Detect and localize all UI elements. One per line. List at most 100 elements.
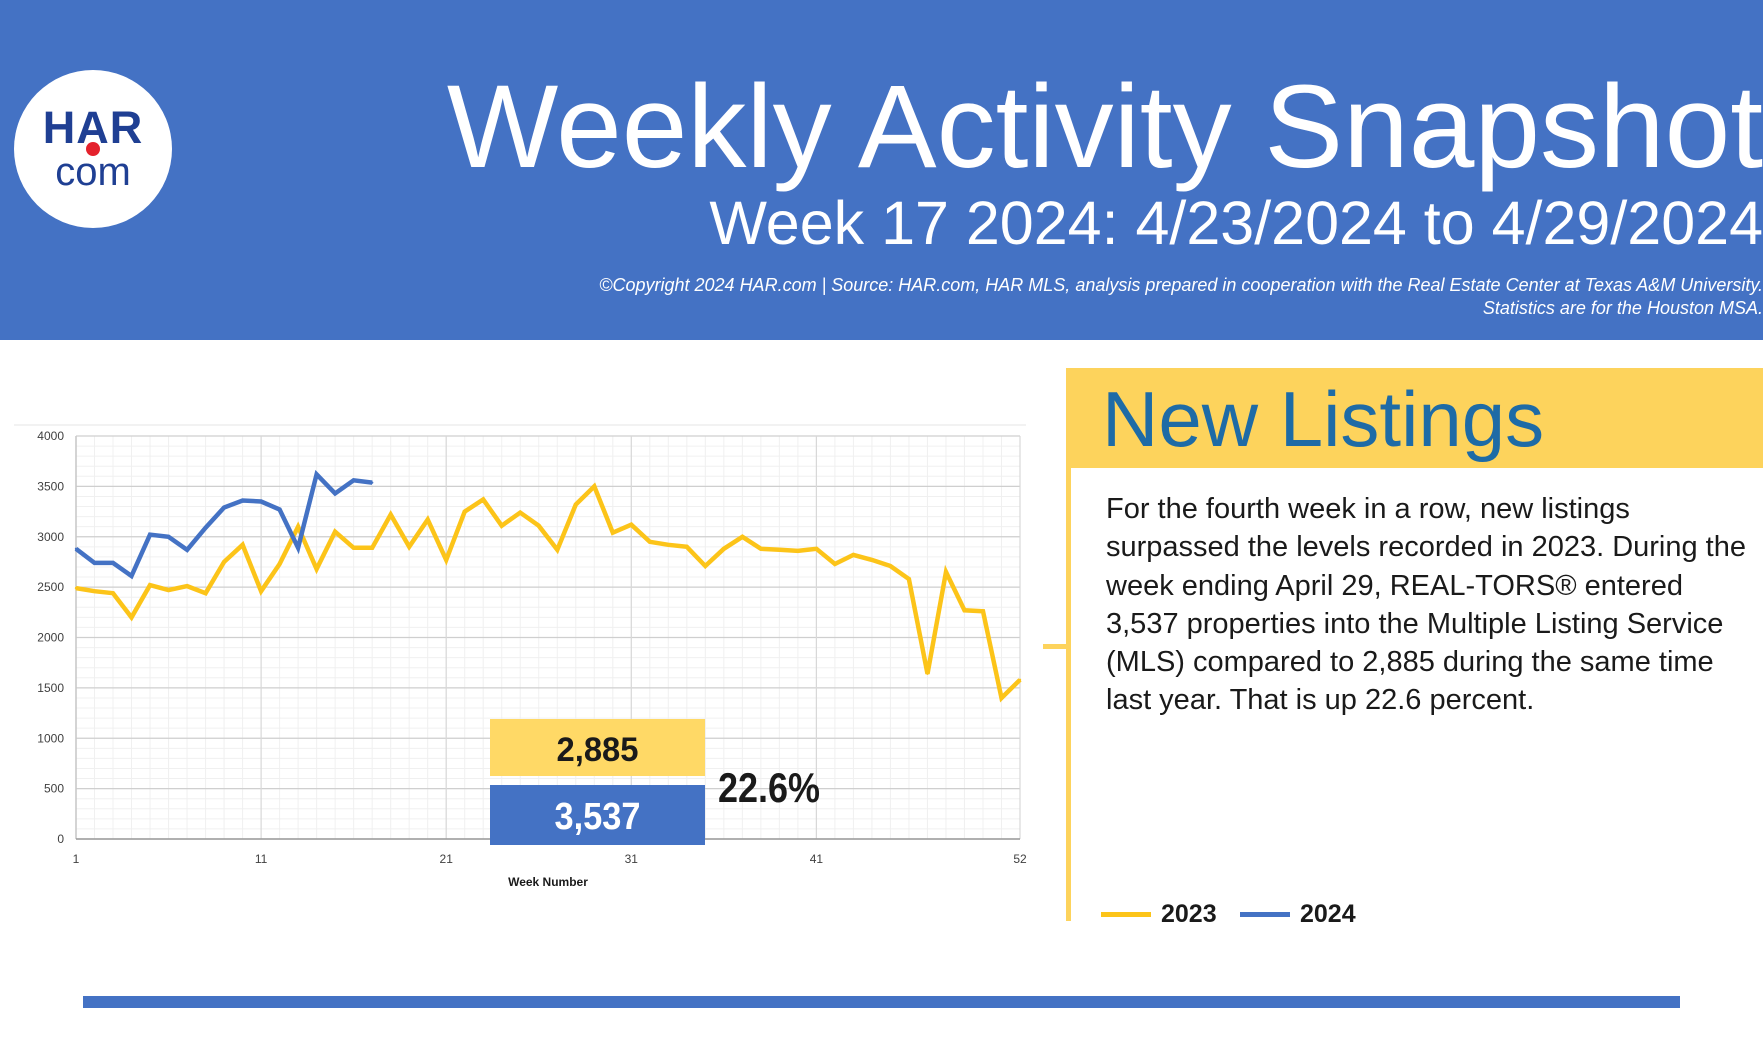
data-point-2024 [111,561,115,565]
data-point-2023 [241,543,244,547]
data-point-2023 [667,543,670,547]
data-point-2023 [963,609,966,612]
data-point-2023 [889,564,892,568]
data-point-2023 [222,560,226,564]
data-point-2023 [704,564,707,568]
logo-dot-icon [86,142,100,156]
data-point-2023 [537,524,540,527]
y-tick-label: 0 [57,832,64,846]
legend-swatch-2023 [1101,912,1151,917]
data-point-2023 [93,589,96,593]
data-point-2024 [93,561,96,565]
new-listings-panel: New Listings For the fourth week in a ro… [1066,368,1763,921]
y-tick-label: 2500 [37,580,64,594]
data-point-2023 [259,589,263,593]
data-point-2023 [926,672,929,675]
callout-value-2024: 3,537 [555,796,641,838]
data-point-2023 [111,591,115,595]
data-point-2023 [296,525,300,528]
callout-value-2023: 2,885 [557,731,639,769]
data-point-2023 [556,548,559,552]
data-point-2024 [167,535,170,538]
page-title: Weekly Activity Snapshot [446,61,1763,193]
data-point-2024 [185,548,189,552]
data-point-2023 [148,583,152,587]
chart-callouts: 2,885 3,537 22.6% [490,719,820,845]
x-tick-label: 21 [440,852,454,866]
chart-series [74,469,1022,703]
callout-box-2023 [490,719,705,776]
data-point-2024 [370,481,374,484]
header-banner: HAR com Weekly Activity Snapshot Week 17… [0,0,1763,340]
data-point-2024 [148,533,152,536]
chart-gridlines [14,424,1026,840]
data-point-2023 [759,547,763,551]
y-tick-label: 4000 [37,429,64,443]
logo-wordmark-bottom: com [55,150,131,194]
data-point-2023 [944,570,948,574]
data-point-2024 [278,508,281,511]
data-point-2023 [796,549,800,553]
y-tick-label: 1500 [37,681,64,695]
data-point-2023 [722,547,726,551]
callout-box-2024 [490,785,705,845]
data-point-2024 [74,547,78,551]
footer-divider [83,996,1680,1008]
x-tick-label: 1 [73,852,80,866]
data-point-2023 [907,577,911,581]
data-point-2023 [444,558,448,562]
data-point-2023 [463,510,466,513]
data-point-2023 [852,553,855,557]
panel-description: For the fourth week in a row, new listin… [1106,493,1746,717]
legend-swatch-2024 [1240,912,1290,917]
data-point-2023 [204,591,207,595]
data-point-2023 [574,503,577,506]
data-point-2023 [630,523,633,526]
data-point-2024 [315,473,318,476]
data-point-2024 [222,506,226,509]
data-point-2024 [352,479,355,482]
panel-header: New Listings [1071,368,1763,468]
page-subtitle: Week 17 2024: 4/23/2024 to 4/29/2024 [709,189,1763,257]
data-point-2023 [981,610,985,613]
data-point-2023 [519,511,522,514]
data-point-2024 [204,526,207,529]
data-point-2023 [870,558,874,562]
data-point-2023 [426,518,429,521]
data-point-2023 [611,531,614,534]
y-tick-label: 2000 [37,631,64,645]
data-point-2023 [1018,678,1022,682]
data-point-2023 [648,540,652,543]
data-point-2024 [296,546,300,550]
data-point-2023 [685,545,689,549]
y-tick-label: 500 [44,782,64,796]
data-point-2023 [352,546,355,550]
data-point-2023 [315,567,318,571]
panel-title: New Listings [1102,375,1545,463]
legend-label-2024: 2024 [1300,900,1356,928]
panel-connector [1043,644,1068,649]
data-point-2024 [130,574,133,578]
copyright-line: ©Copyright 2024 HAR.com | Source: HAR.co… [599,275,1763,295]
x-tick-label: 52 [1013,852,1027,866]
data-point-2023 [74,586,78,590]
data-point-2023 [1000,696,1003,700]
data-point-2023 [278,562,281,566]
statistics-scope-line: Statistics are for the Houston MSA. [1482,298,1763,318]
har-logo[interactable]: HAR com [14,70,172,228]
y-tick-label: 3500 [37,479,64,493]
y-tick-label: 3000 [37,530,64,544]
copyright-notice: ©Copyright 2024 HAR.com | Source: HAR.co… [599,274,1763,320]
data-point-2023 [815,547,818,551]
data-point-2023 [130,616,133,619]
data-point-2023 [593,485,596,488]
data-point-2024 [259,500,263,503]
data-point-2023 [500,524,503,527]
series-line-2023 [75,482,1022,703]
data-point-2024 [333,492,337,495]
data-point-2023 [167,588,170,592]
data-point-2023 [185,584,189,588]
callout-pct-change: 22.6% [718,764,820,811]
data-point-2023 [482,498,485,501]
